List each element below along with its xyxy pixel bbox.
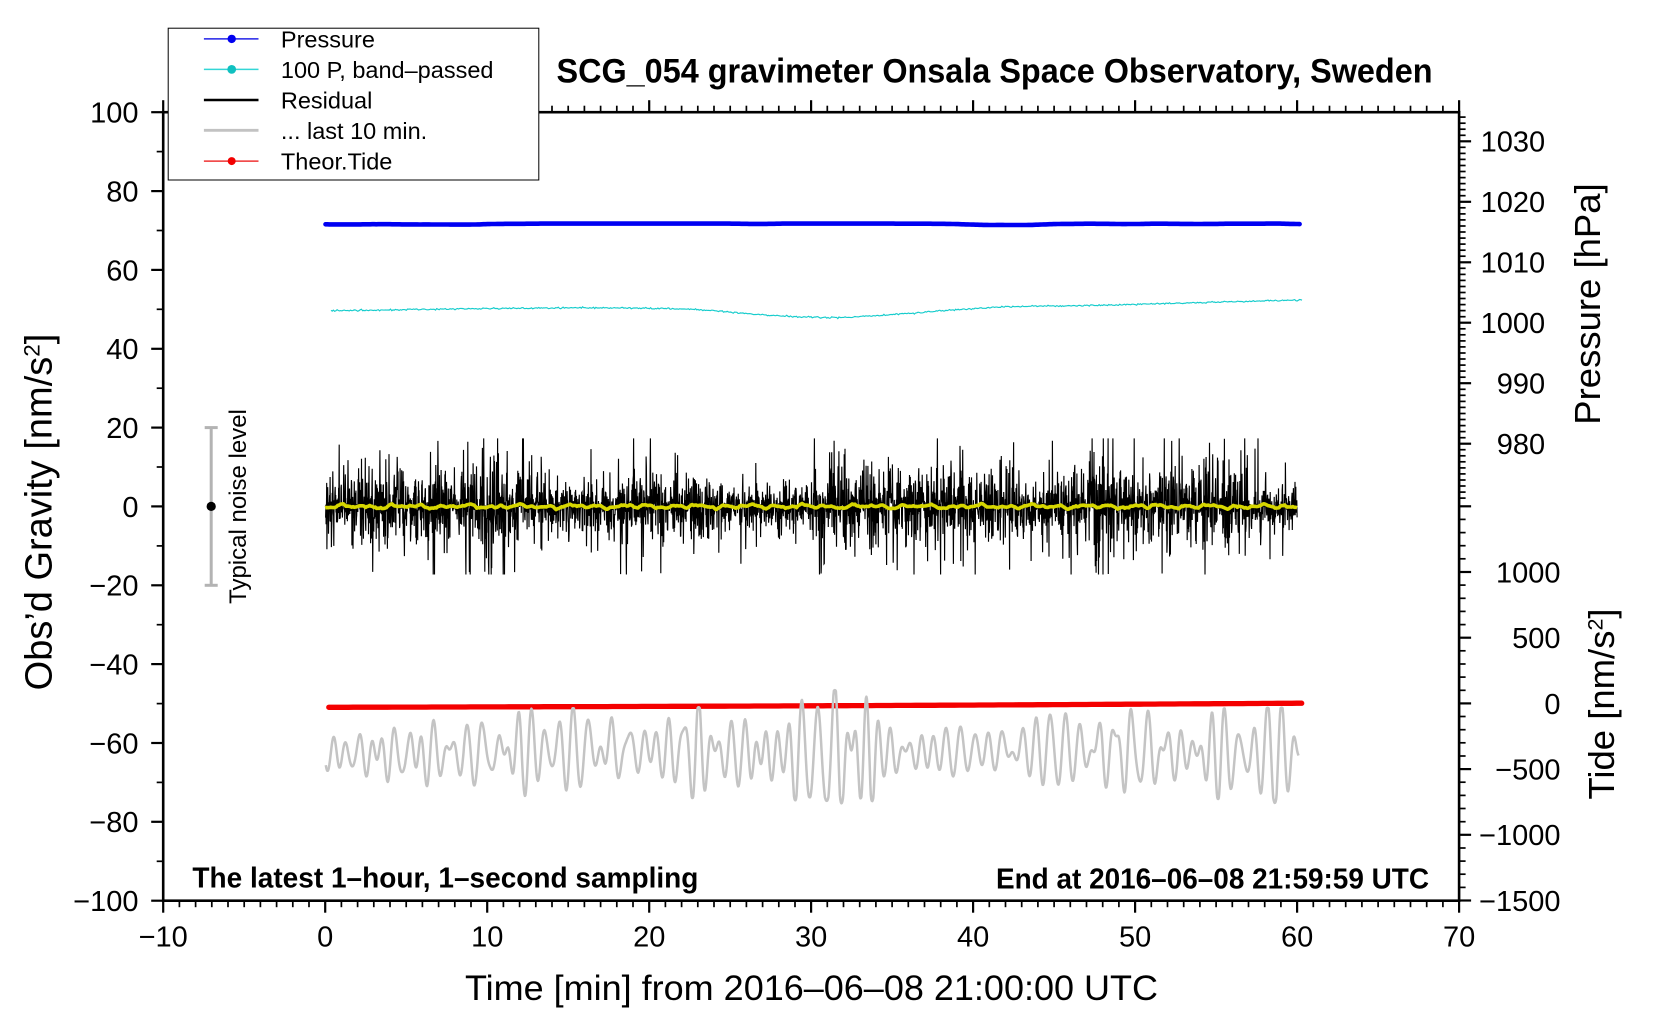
svg-text:−1000: −1000: [1479, 820, 1560, 852]
svg-text:0: 0: [317, 922, 333, 954]
svg-text:0: 0: [122, 492, 138, 524]
svg-text:1000: 1000: [1496, 557, 1561, 589]
svg-text:−40: −40: [89, 650, 138, 682]
svg-text:80: 80: [106, 177, 138, 209]
svg-text:−10: −10: [139, 922, 188, 954]
svg-text:Typical noise level: Typical noise level: [225, 409, 252, 604]
svg-text:990: 990: [1497, 369, 1545, 401]
svg-text:70: 70: [1443, 922, 1475, 954]
svg-text:1020: 1020: [1481, 187, 1546, 219]
svg-text:−20: −20: [89, 571, 138, 603]
svg-text:20: 20: [106, 413, 138, 445]
svg-text:Time [min] from 2016–06–08 21:: Time [min] from 2016–06–08 21:00:00 UTC: [465, 969, 1158, 1008]
svg-text:−1500: −1500: [1479, 886, 1560, 918]
svg-text:−60: −60: [89, 728, 138, 760]
svg-text:100: 100: [90, 98, 138, 130]
svg-text:SCG_054 gravimeter Onsala Spac: SCG_054 gravimeter Onsala Space Observat…: [557, 52, 1433, 90]
svg-text:1000: 1000: [1481, 308, 1546, 340]
svg-text:1030: 1030: [1481, 127, 1546, 159]
svg-text:Pressure [hPa]: Pressure [hPa]: [1567, 183, 1608, 424]
svg-text:The latest 1–hour, 1–second sa: The latest 1–hour, 1–second sampling: [192, 863, 698, 895]
svg-text:10: 10: [471, 922, 503, 954]
svg-text:50: 50: [1119, 922, 1151, 954]
svg-text:1010: 1010: [1481, 248, 1546, 280]
svg-text:Residual: Residual: [281, 88, 372, 114]
svg-text:−100: −100: [73, 886, 138, 918]
svg-text:Obs’d Gravity [nm/s2]: Obs’d Gravity [nm/s2]: [19, 334, 61, 691]
svg-text:−500: −500: [1495, 755, 1560, 787]
svg-text:0: 0: [1544, 689, 1560, 721]
svg-text:End at 2016–06–08 21:59:59 UTC: End at 2016–06–08 21:59:59 UTC: [996, 863, 1429, 895]
svg-text:20: 20: [633, 922, 665, 954]
svg-text:Tide [nm/s2]: Tide [nm/s2]: [1581, 608, 1622, 799]
svg-text:Theor.Tide: Theor.Tide: [281, 149, 392, 175]
svg-text:40: 40: [957, 922, 989, 954]
svg-text:... last 10 min.: ... last 10 min.: [281, 118, 427, 144]
svg-text:500: 500: [1512, 623, 1560, 655]
svg-text:−80: −80: [89, 807, 138, 839]
svg-text:30: 30: [795, 922, 827, 954]
svg-text:40: 40: [106, 334, 138, 366]
svg-text:100 P, band–passed: 100 P, band–passed: [281, 57, 494, 83]
svg-text:980: 980: [1497, 429, 1545, 461]
svg-text:Pressure: Pressure: [281, 27, 375, 53]
svg-text:60: 60: [1281, 922, 1313, 954]
svg-text:60: 60: [106, 255, 138, 287]
